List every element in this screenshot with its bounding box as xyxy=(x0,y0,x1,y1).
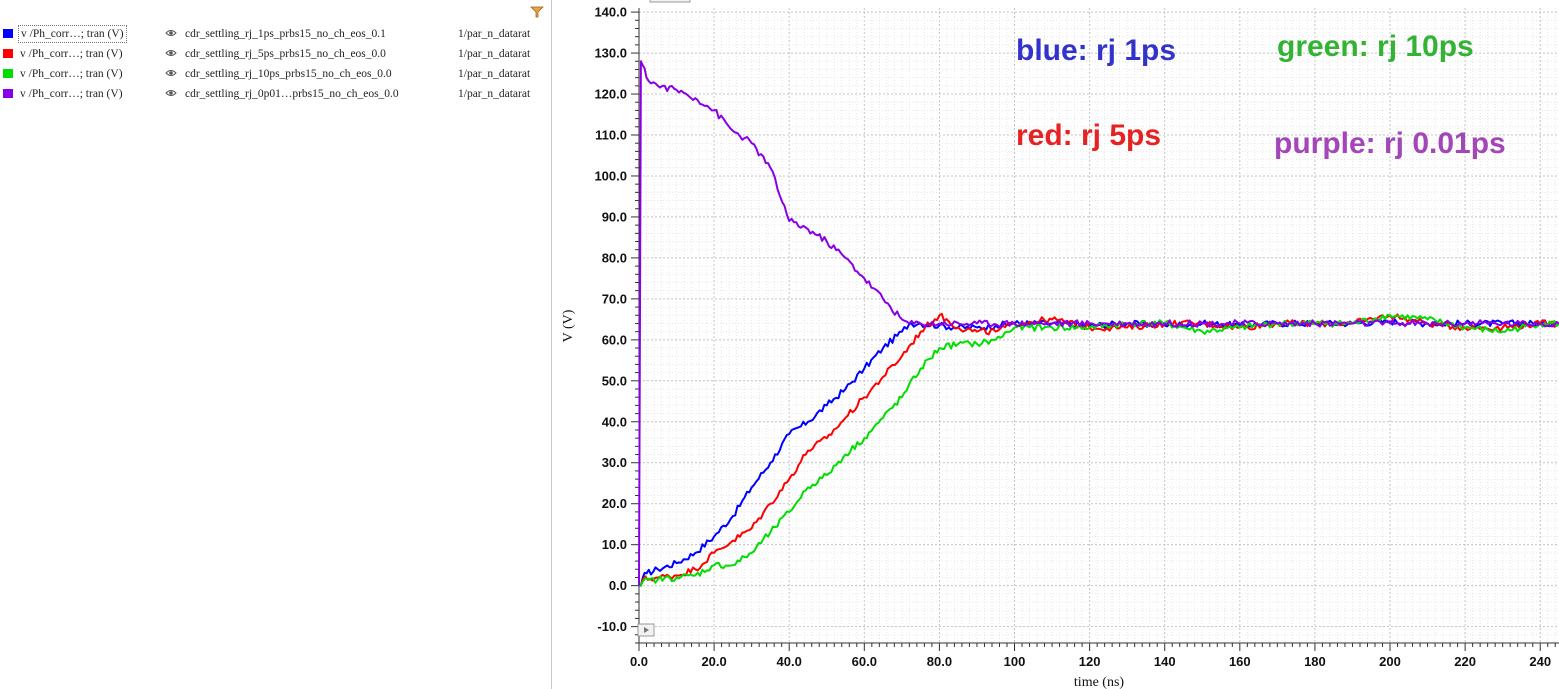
eye-icon[interactable] xyxy=(165,88,177,98)
annotation-blue: blue: rj 1ps xyxy=(1016,34,1176,67)
signal-name[interactable]: v /Ph_corr…; tran (V) xyxy=(20,88,123,100)
y-tick-label: 20.0 xyxy=(602,496,627,511)
eye-icon[interactable] xyxy=(165,28,177,38)
x-tick-label: 0.0 xyxy=(630,654,648,669)
y-tick-label: 40.0 xyxy=(602,414,627,429)
grid xyxy=(638,8,1559,644)
plot-area[interactable]: 0.0 20.0 40.0 60.0 80.0 100 120 140 160 180 200 220… xyxy=(552,0,1559,689)
signal-name[interactable]: v /Ph_corr…; tran (V) xyxy=(20,68,123,80)
x-tick-label: 180 xyxy=(1304,654,1326,669)
series-line[interactable] xyxy=(638,60,1559,586)
param-name: 1/par_n_datarat xyxy=(458,28,531,40)
x-tick-label: 80.0 xyxy=(927,654,952,669)
y-tick-label: 120.0 xyxy=(594,87,627,102)
y-tick-label: 80.0 xyxy=(602,250,627,265)
dataset-name: cdr_settling_rj_10ps_prbs15_no_ch_eos_0.… xyxy=(185,68,392,80)
x-tick-label: 160 xyxy=(1229,654,1251,669)
expand-button[interactable] xyxy=(637,623,655,637)
dataset-name: cdr_settling_rj_5ps_prbs15_no_ch_eos_0.0 xyxy=(185,48,386,60)
color-swatch[interactable] xyxy=(3,89,13,98)
top-tab[interactable] xyxy=(649,0,691,3)
param-name: 1/par_n_datarat xyxy=(458,48,531,60)
filter-icon[interactable] xyxy=(530,6,544,18)
y-tick-label: 100.0 xyxy=(594,168,627,183)
eye-icon[interactable] xyxy=(165,68,177,78)
series-line[interactable] xyxy=(639,312,1559,587)
y-tick-label: 10.0 xyxy=(602,537,627,552)
y-tick-label: -10.0 xyxy=(597,619,627,634)
param-name: 1/par_n_datarat xyxy=(458,88,531,100)
signal-name[interactable]: v /Ph_corr…; tran (V) xyxy=(18,25,127,43)
eye-icon[interactable] xyxy=(165,48,177,58)
color-swatch[interactable] xyxy=(3,29,13,38)
annotation-green: green: rj 10ps xyxy=(1277,30,1474,63)
color-swatch[interactable] xyxy=(3,49,13,58)
y-tick-label: 110.0 xyxy=(595,128,627,143)
signal-name[interactable]: v /Ph_corr…; tran (V) xyxy=(20,48,123,60)
x-tick-label: 240 xyxy=(1529,654,1551,669)
y-tick-label: 0.0 xyxy=(609,578,627,593)
series-line[interactable] xyxy=(639,313,1559,587)
x-tick-label: 220 xyxy=(1454,654,1476,669)
param-name: 1/par_n_datarat xyxy=(458,68,531,80)
x-tick-label: 60.0 xyxy=(852,654,877,669)
x-tick-label: 100 xyxy=(1004,654,1026,669)
axes: 0.0 20.0 40.0 60.0 80.0 100 120 140 160 180 200 220… xyxy=(594,5,1559,669)
x-tick-label: 40.0 xyxy=(777,654,802,669)
y-tick-label: 70.0 xyxy=(602,291,627,306)
y-tick-label: 50.0 xyxy=(602,373,627,388)
legend-panel: v /Ph_corr…; tran (V) cdr_settling_rj_1ps… xyxy=(0,0,552,689)
y-tick-label: 130.0 xyxy=(594,46,627,61)
x-tick-label: 20.0 xyxy=(701,654,726,669)
x-tick-label: 200 xyxy=(1379,654,1401,669)
annotation-red: red: rj 5ps xyxy=(1016,119,1161,152)
dataset-name: cdr_settling_rj_0p01…prbs15_no_ch_eos_0.… xyxy=(185,88,399,100)
annotation-purple: purple: rj 0.01ps xyxy=(1274,127,1506,160)
color-swatch[interactable] xyxy=(3,69,13,78)
y-tick-label: 90.0 xyxy=(602,209,627,224)
y-tick-label: 60.0 xyxy=(602,332,627,347)
series-layer xyxy=(638,60,1559,587)
x-tick-label: 120 xyxy=(1079,654,1101,669)
y-tick-label: 30.0 xyxy=(602,455,627,470)
y-tick-label: 140.0 xyxy=(594,5,627,20)
dataset-name: cdr_settling_rj_1ps_prbs15_no_ch_eos_0.1 xyxy=(185,28,386,40)
x-axis-label: time (ns) xyxy=(1074,675,1124,689)
x-tick-label: 140 xyxy=(1154,654,1176,669)
y-axis-label: V (V) xyxy=(561,309,576,342)
